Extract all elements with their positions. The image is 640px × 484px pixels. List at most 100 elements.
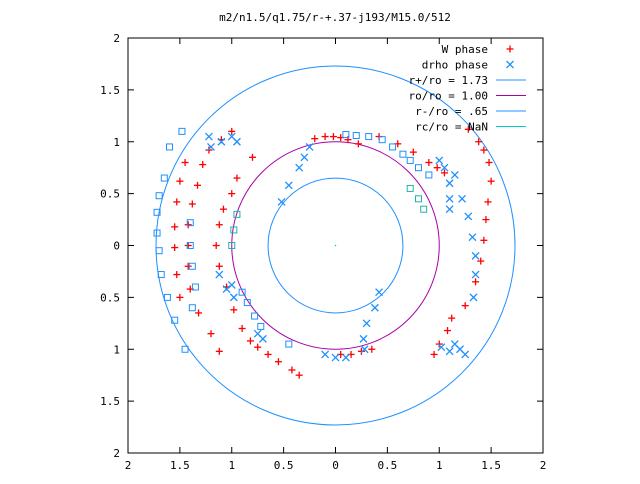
data-point <box>415 164 422 172</box>
data-point <box>229 293 238 302</box>
x-tick-label: 1 <box>436 459 443 472</box>
cross-b <box>204 132 213 141</box>
legend-label: ro/ro = 1.00 <box>409 90 488 103</box>
data-point <box>274 358 282 366</box>
data-point <box>352 132 360 140</box>
axis-ticks: 2 1.5 1 0.5 0 0.5 1 1.5 221.510.500.511.52 <box>100 32 546 472</box>
data-point <box>359 334 368 343</box>
cross-b <box>468 233 477 242</box>
y-tick-label: 2 <box>113 32 120 45</box>
data-point <box>406 156 414 164</box>
data-point <box>461 302 469 310</box>
y-tick-label: 0 <box>113 240 120 253</box>
y-tick-label: 1.5 <box>100 395 120 408</box>
data-point <box>233 210 241 218</box>
cross-b <box>450 340 459 349</box>
cross-b <box>359 334 368 343</box>
data-point <box>477 257 485 265</box>
data-point <box>342 130 350 138</box>
data-point <box>368 345 376 353</box>
cross-b <box>506 60 514 69</box>
y-tick-label: 1 <box>113 136 120 149</box>
cross-b <box>445 179 454 188</box>
legend-label: W phase <box>442 43 488 56</box>
data-point <box>219 205 227 213</box>
data-point <box>171 316 179 324</box>
data-point <box>450 340 459 349</box>
x-tick-label: 0 <box>332 459 339 472</box>
data-point <box>360 345 369 354</box>
cross-b <box>461 350 470 359</box>
data-point <box>228 127 236 135</box>
data-point <box>222 285 231 294</box>
data-point <box>249 153 256 161</box>
data-point <box>258 334 267 343</box>
cross-b <box>305 142 314 151</box>
data-point <box>480 236 488 244</box>
data-point <box>238 325 246 332</box>
data-points <box>153 125 495 379</box>
data-point <box>378 136 386 144</box>
data-point <box>295 163 304 172</box>
cross-b <box>207 142 215 151</box>
cross-b <box>435 156 444 165</box>
data-point <box>285 340 293 348</box>
data-point <box>433 164 441 172</box>
data-point <box>264 350 272 358</box>
data-point <box>354 140 362 148</box>
cross-b <box>331 353 340 362</box>
legend-swatch <box>506 60 514 69</box>
data-point <box>406 184 414 192</box>
data-point <box>188 262 196 270</box>
cross-b <box>445 194 454 203</box>
data-point <box>440 163 449 172</box>
data-point <box>365 133 373 141</box>
data-point <box>425 171 433 179</box>
data-point <box>186 242 194 249</box>
y-tick-label: 0.5 <box>100 188 120 201</box>
data-point <box>205 146 213 154</box>
cross-b <box>215 270 224 279</box>
data-point <box>469 293 478 302</box>
legend-label: r+/ro = 1.73 <box>409 74 488 87</box>
data-point <box>215 262 223 270</box>
y-tick-label: 1 <box>113 343 120 356</box>
data-point <box>251 312 259 320</box>
data-point <box>212 242 220 249</box>
data-point <box>284 181 293 190</box>
data-point <box>425 159 433 166</box>
data-point <box>482 216 490 224</box>
data-point <box>178 127 186 135</box>
y-tick-label: 2 <box>113 447 120 460</box>
data-point <box>181 159 189 166</box>
data-point <box>232 137 241 146</box>
data-point <box>181 345 189 353</box>
data-point <box>362 319 371 328</box>
data-point <box>195 309 203 317</box>
data-point <box>409 148 417 156</box>
data-point <box>157 271 165 279</box>
data-point <box>375 288 384 297</box>
cross-b <box>471 251 480 260</box>
data-point <box>188 304 196 312</box>
data-point <box>311 135 319 143</box>
chart-title: m2/n1.5/q1.75/r-+.37-j193/M15.0/512 <box>219 11 451 24</box>
legend-label: r-/ro = .65 <box>415 105 488 118</box>
data-point <box>444 327 452 335</box>
data-point <box>370 303 379 312</box>
data-point <box>461 350 470 359</box>
data-point <box>321 133 329 141</box>
data-point <box>186 219 194 227</box>
x-tick-label: 0.5 <box>274 459 294 472</box>
legend-swatch <box>506 45 514 53</box>
data-point <box>233 174 241 182</box>
cross-b <box>229 293 238 302</box>
cross-b <box>300 153 309 162</box>
data-point <box>171 223 179 231</box>
data-point <box>163 293 171 301</box>
data-point <box>288 366 296 374</box>
data-point <box>464 125 472 133</box>
data-point <box>215 347 223 355</box>
